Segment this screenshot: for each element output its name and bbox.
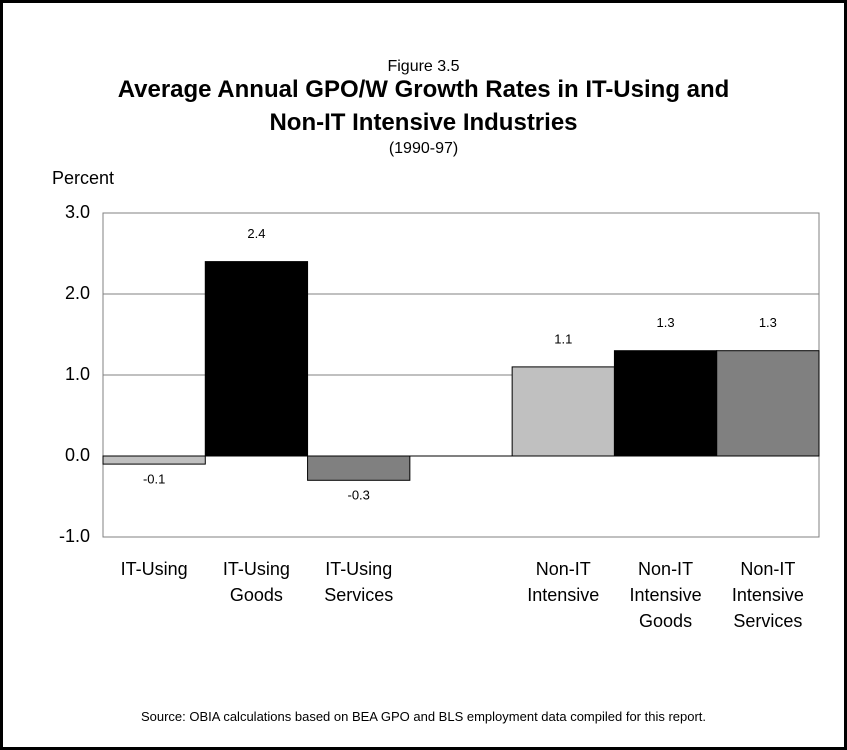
data-label: 1.3 [759, 315, 777, 330]
source-note: Source: OBIA calculations based on BEA G… [140, 709, 707, 724]
figure-label: Figure 3.5 [387, 58, 460, 75]
data-label: -0.3 [348, 488, 370, 503]
y-tick-label: -1.0 [59, 526, 90, 546]
data-label: -0.1 [143, 472, 165, 487]
x-tick-label: IT-Using Services [324, 559, 394, 605]
bar [307, 455, 411, 481]
y-tick-label: 1.0 [65, 364, 90, 384]
x-tick-label: IT-Using Goods [222, 559, 290, 605]
y-axis-label: Percent [52, 168, 115, 188]
chart-title: Average Annual GPO/W Growth Rates in IT-… [117, 76, 730, 136]
data-label: 2.4 [247, 226, 265, 241]
data-label: 1.1 [554, 331, 572, 346]
bar [716, 350, 820, 457]
x-tick-label: Non-IT Intensive Services [731, 559, 804, 631]
bar [511, 366, 615, 457]
bar [204, 261, 309, 457]
y-tick-label: 2.0 [65, 283, 90, 303]
bar [102, 455, 206, 465]
bar [613, 350, 718, 457]
y-tick-label: 3.0 [65, 202, 90, 222]
data-label: 1.3 [657, 315, 675, 330]
y-tick-label: 0.0 [65, 445, 90, 465]
chart-subtitle: (1990-97) [388, 140, 459, 157]
x-tick-label: Non-IT Intensive [527, 559, 600, 605]
x-tick-label: IT-Using [120, 559, 188, 579]
x-tick-label: Non-IT Intensive Goods [629, 559, 702, 631]
